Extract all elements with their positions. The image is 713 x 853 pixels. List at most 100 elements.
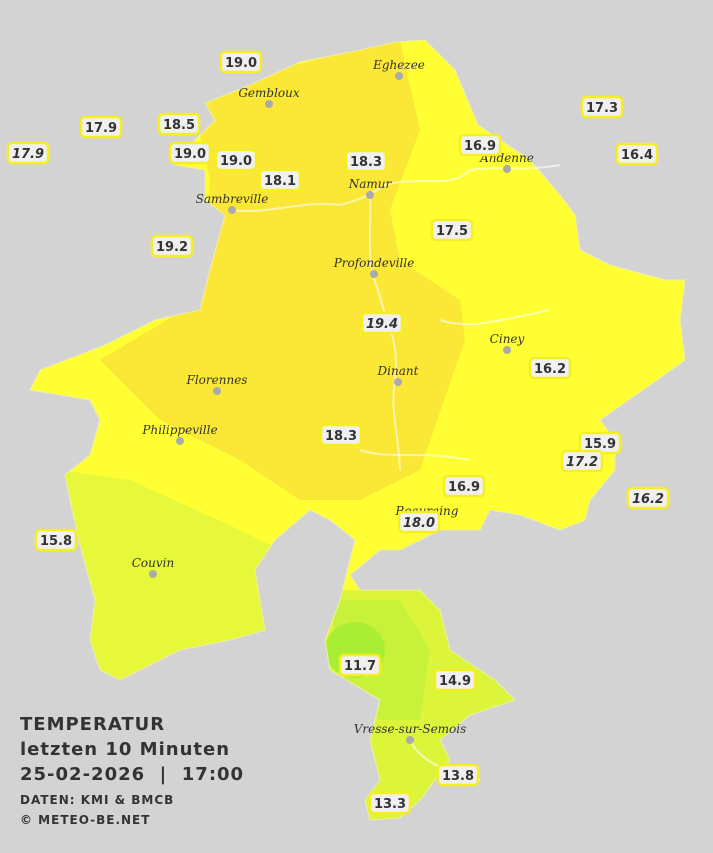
station: 11.7 [338,653,382,677]
station-box [626,486,670,510]
legend-period: letzten 10 Minuten [20,739,230,760]
town-dot [395,72,403,80]
town-name: Ciney [490,332,525,346]
station-value: 15.9 [584,437,616,452]
station-box [528,356,572,380]
station-box [360,311,404,335]
station-box [368,791,412,815]
station-box [580,95,624,119]
station-box [219,50,263,74]
town-dot [149,570,157,578]
station-box [214,148,258,172]
station-box [6,141,50,165]
legend-copyright: © METEO-BE.NET [20,813,150,827]
town-name: Sambreville [196,192,269,206]
station-value: 18.1 [264,174,296,189]
station: 18.1 [258,168,302,192]
legend-datetime: 25-02-2026 | 17:00 [20,764,244,785]
station: 16.9 [442,474,486,498]
station: 16.9 [458,133,502,157]
station-value: 15.8 [40,534,72,549]
station-box [430,218,474,242]
station: 13.8 [436,763,480,787]
station: 19.4 [360,311,404,335]
station-value: 17.2 [566,455,598,470]
town-name: Philippeville [141,423,217,437]
stations: 19.0 17.9 17.9 18.5 19.0 19.0 18.1 18.3 16.9 17.3… [6,50,670,815]
station-value: 19.0 [225,56,257,71]
station: 16.2 [626,486,670,510]
station-box [615,142,659,166]
station-box [168,141,212,165]
station: 15.8 [34,528,78,552]
station: 17.9 [6,141,50,165]
town-name: Vresse-sur-Semois [354,722,467,736]
town-name: Gembloux [238,86,300,100]
station: 18.3 [319,423,363,447]
station-box [436,763,480,787]
station-value: 16.9 [448,480,480,495]
station: 17.9 [79,115,123,139]
town-dot [366,191,374,199]
station-box [433,668,477,692]
station-value: 18.3 [325,429,357,444]
station: 19.0 [214,148,258,172]
station: 17.5 [430,218,474,242]
town-name: Profondeville [333,256,415,270]
station: 19.2 [150,234,194,258]
station-value: 17.9 [12,147,44,162]
legend-source: DATEN: KMI & BMCB [20,793,174,807]
town-dot [265,100,273,108]
town-dot [394,378,402,386]
town-name: Couvin [132,556,174,570]
town-dot [406,736,414,744]
station: 16.2 [528,356,572,380]
legend: TEMPERATUR letzten 10 Minuten 25-02-2026… [20,714,244,827]
town-name: Dinant [377,364,419,378]
station-value: 13.3 [374,797,406,812]
station-box [338,653,382,677]
station-value: 17.9 [85,121,117,136]
town-dot [503,346,511,354]
station: 18.0 [397,510,441,534]
town-name: Florennes [186,373,248,387]
station-value: 17.3 [586,101,618,116]
station-value: 13.8 [442,769,474,784]
station-value: 18.5 [163,118,195,133]
station-value: 16.2 [534,362,566,377]
station: 16.4 [615,142,659,166]
station: 17.2 [560,449,604,473]
station-value: 19.2 [156,240,188,255]
station-box [258,168,302,192]
town-dot [370,270,378,278]
town-dot [213,387,221,395]
town-dot [503,165,511,173]
station-value: 14.9 [439,674,471,689]
legend-title: TEMPERATUR [20,714,165,735]
station-box [319,423,363,447]
station-box [442,474,486,498]
region-outline [29,39,686,821]
station-value: 11.7 [344,659,376,674]
station: 13.3 [368,791,412,815]
town-dot [228,206,236,214]
station-value: 16.9 [464,139,496,154]
station-box [34,528,78,552]
station-box [79,115,123,139]
station-value: 16.2 [632,492,664,507]
station-box [344,149,388,173]
station-value: 17.5 [436,224,468,239]
station-value: 18.3 [350,155,382,170]
town-dot [176,437,184,445]
station: 18.5 [157,112,201,136]
station: 19.0 [219,50,263,74]
station-value: 19.4 [366,317,398,332]
station-box [150,234,194,258]
station: 18.3 [344,149,388,173]
station-value: 18.0 [403,516,435,531]
station-value: 16.4 [621,148,653,163]
station-box [157,112,201,136]
station-value: 19.0 [220,154,252,169]
